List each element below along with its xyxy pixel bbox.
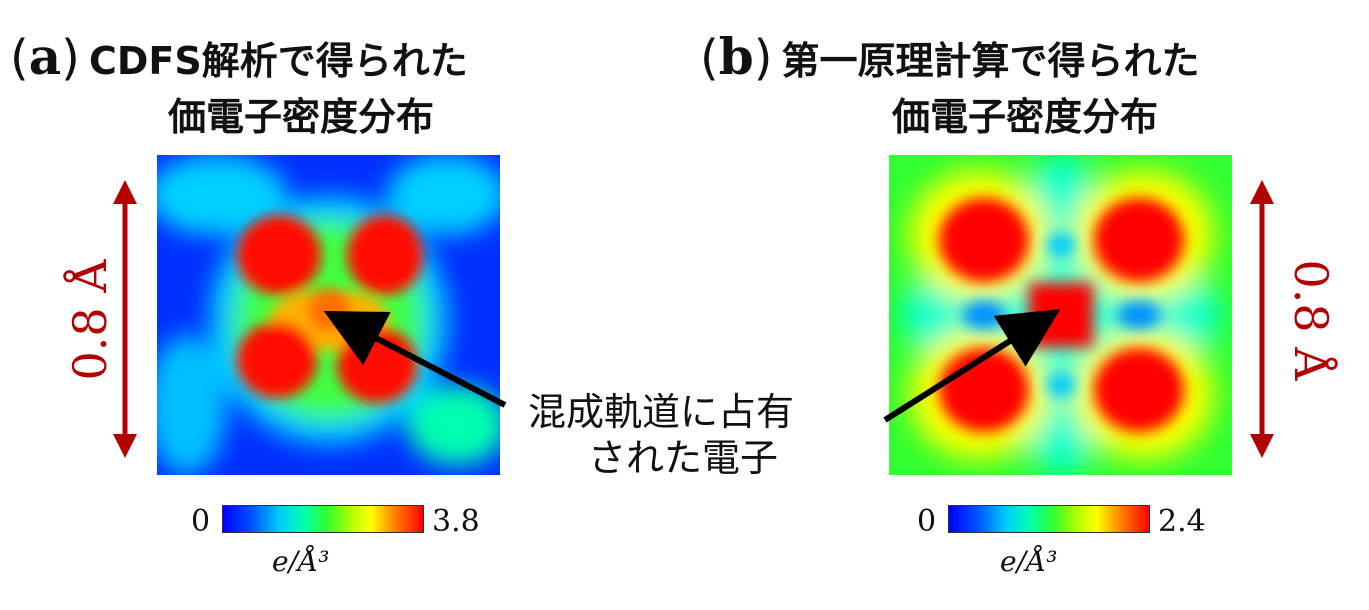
panel-b-colorbar	[948, 505, 1150, 533]
arrow-to-panel-a	[323, 310, 507, 408]
arrow-to-panel-b	[883, 309, 1061, 423]
panel-a-scale-bar	[113, 180, 137, 458]
panel-b-colorbar-min: 0	[917, 504, 937, 539]
panel-a-title-line1: CDFS解析で得られた	[88, 39, 468, 83]
panel-a-title-line2: 価電子密度分布	[168, 95, 435, 139]
panel-a-close-paren: )	[61, 30, 80, 86]
panel-b-open-paren: (	[700, 30, 719, 86]
panel-b-close-paren: )	[753, 30, 773, 86]
panel-a-title: (a) CDFS解析で得られた	[10, 32, 570, 83]
panel-a-unit: e/Å³	[272, 545, 330, 578]
panel-b-unit: e/Å³	[1000, 545, 1058, 578]
panel-b-title-line1: 第一原理計算で得られた	[781, 39, 1200, 83]
panel-b-title: (b) 第一原理計算で得られた	[700, 32, 1360, 83]
panel-a-letter: a	[28, 27, 62, 86]
panel-b-density-map	[889, 155, 1232, 475]
panel-b-scale-bar	[1250, 180, 1274, 458]
panel-b-density-svg	[889, 155, 1232, 475]
panel-a-colorbar-min: 0	[191, 504, 211, 539]
panel-b-letter: b	[718, 27, 754, 86]
annotation-line2: された電子	[588, 435, 779, 480]
panel-a-colorbar-max: 3.8	[432, 504, 480, 539]
panel-a-colorbar	[222, 505, 424, 533]
panel-b-colorbar-max: 2.4	[1158, 504, 1206, 539]
panel-a-open-paren: (	[10, 30, 29, 86]
annotation-line1: 混成軌道に占有	[528, 390, 795, 434]
annotation-label: 混成軌道に占有 された電子	[528, 390, 888, 481]
panel-b-title-line2: 価電子密度分布	[892, 95, 1159, 139]
